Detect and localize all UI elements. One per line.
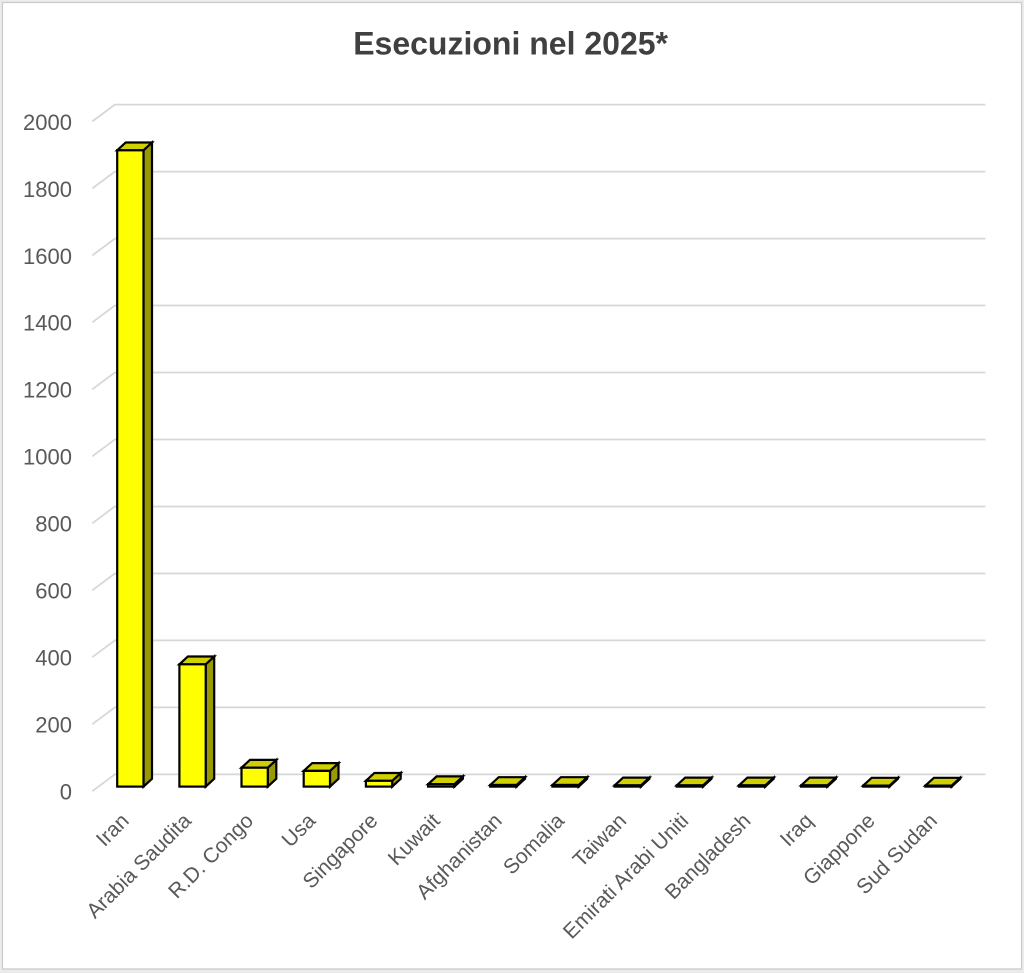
svg-text:400: 400 (35, 646, 72, 671)
svg-text:1600: 1600 (23, 244, 72, 269)
svg-text:1200: 1200 (23, 378, 72, 403)
svg-text:800: 800 (35, 512, 72, 537)
svg-text:Esecuzioni nel 2025*: Esecuzioni nel 2025* (353, 25, 668, 61)
svg-text:2000: 2000 (23, 110, 72, 135)
svg-text:0: 0 (60, 780, 72, 805)
svg-text:600: 600 (35, 579, 72, 604)
svg-text:1800: 1800 (23, 177, 72, 202)
svg-text:200: 200 (35, 713, 72, 738)
svg-text:1400: 1400 (23, 311, 72, 336)
svg-text:1000: 1000 (23, 445, 72, 470)
